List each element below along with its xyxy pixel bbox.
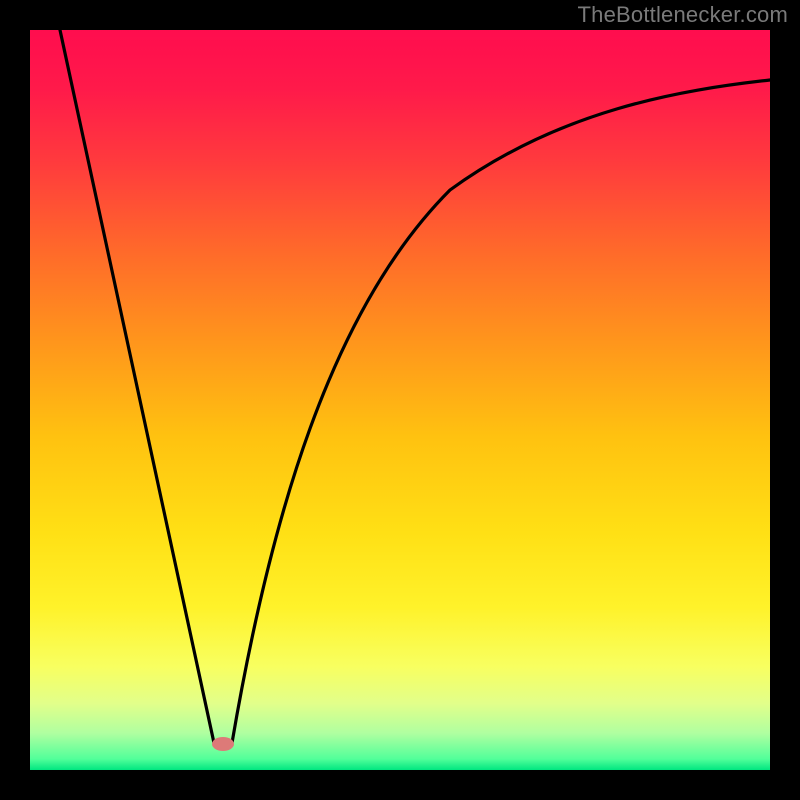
bottleneck-chart (0, 0, 800, 800)
chart-container: TheBottlenecker.com (0, 0, 800, 800)
minimum-marker (212, 737, 234, 751)
watermark-text: TheBottlenecker.com (578, 2, 788, 28)
